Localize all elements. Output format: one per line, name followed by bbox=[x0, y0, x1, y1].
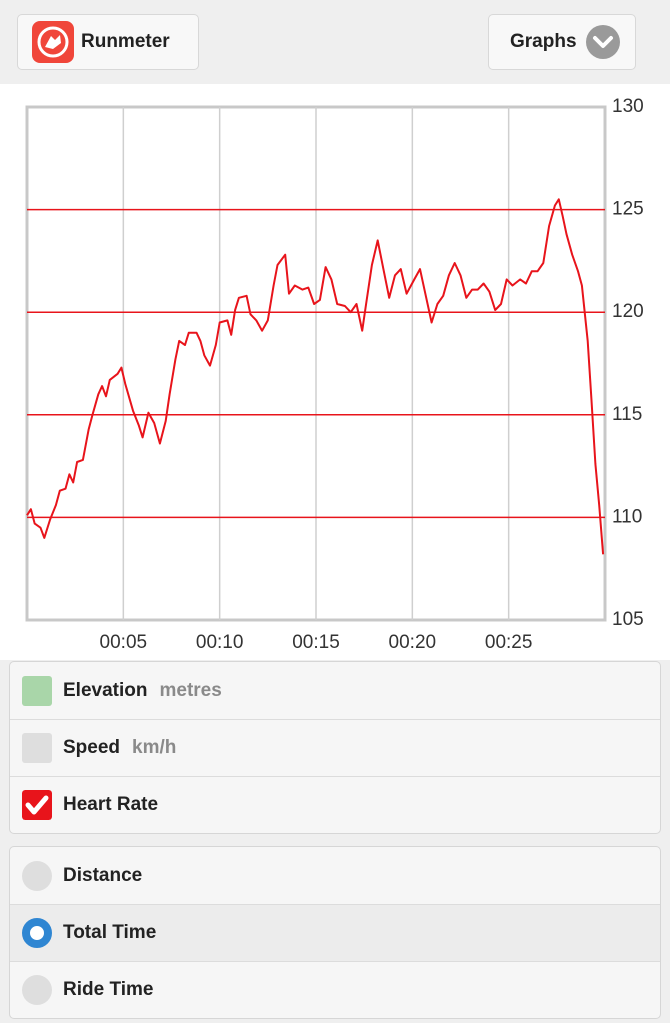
x-tick-label: 00:05 bbox=[100, 632, 148, 653]
y-tick-label: 125 bbox=[612, 199, 644, 220]
x-tick-label: 00:20 bbox=[389, 632, 437, 653]
checkbox[interactable] bbox=[22, 675, 52, 706]
option-label: Elevation bbox=[63, 679, 148, 701]
app-icon bbox=[32, 21, 74, 63]
legend-label: Heart Rate bbox=[63, 794, 159, 815]
series-panel: Elevation metres Speed km/h Heart Rate bbox=[9, 661, 661, 834]
y-tick-label: 120 bbox=[612, 301, 644, 322]
option-label: Speed bbox=[63, 737, 121, 758]
series-option[interactable]: Heart Rate bbox=[10, 776, 660, 833]
x-axis-option[interactable]: Distance bbox=[10, 847, 660, 904]
option-label: Total Time bbox=[63, 922, 157, 943]
y-tick-label: 130 bbox=[612, 96, 644, 117]
checkbox-checked[interactable] bbox=[22, 790, 52, 820]
series-option[interactable]: Elevation metres bbox=[10, 662, 660, 719]
x-tick-label: 00:15 bbox=[292, 632, 340, 653]
checkbox[interactable] bbox=[22, 733, 52, 763]
y-tick-label: 110 bbox=[612, 506, 642, 527]
y-tick-label: 115 bbox=[612, 404, 642, 425]
dropdown-icon bbox=[585, 25, 620, 59]
radio[interactable] bbox=[22, 860, 52, 891]
graphs-button-label: Graphs bbox=[510, 31, 577, 52]
option-label: Distance bbox=[63, 864, 143, 886]
radio-selected[interactable] bbox=[22, 918, 52, 948]
option-unit: km/h bbox=[132, 737, 177, 758]
app-button-label: Runmeter bbox=[81, 31, 170, 52]
radio[interactable] bbox=[22, 975, 52, 1005]
x-axis-panel: Distance Total Time Ride Time bbox=[9, 846, 661, 1019]
y-tick-label: 105 bbox=[612, 609, 644, 630]
series-option[interactable]: Speed km/h bbox=[10, 719, 660, 776]
x-tick-label: 00:25 bbox=[485, 632, 533, 653]
graphs-button[interactable]: Graphs bbox=[488, 14, 636, 70]
x-axis-option-selected[interactable]: Total Time bbox=[10, 904, 660, 961]
x-axis-option[interactable]: Ride Time bbox=[10, 961, 660, 1018]
heart-rate-line bbox=[26, 198, 605, 555]
x-tick-label: 00:10 bbox=[196, 632, 244, 653]
option-label: Ride Time bbox=[63, 979, 154, 1000]
app-button[interactable]: Runmeter bbox=[17, 14, 199, 70]
option-unit: metres bbox=[159, 679, 222, 701]
chart: 00:05 00:10 00:15 00:20 00:25 105 110 115 120 125… bbox=[0, 84, 670, 660]
